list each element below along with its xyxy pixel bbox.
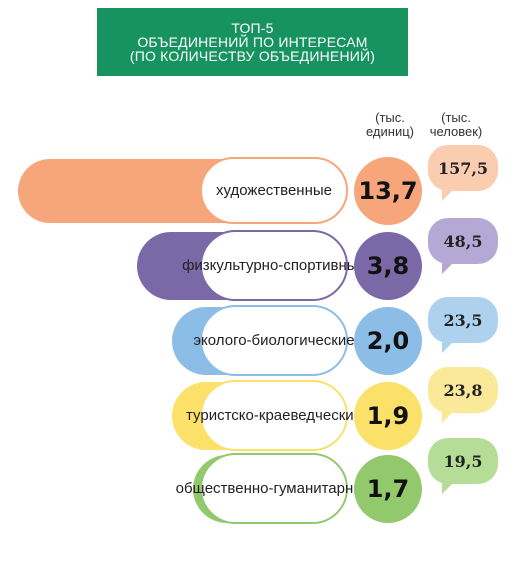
- bubble-tail-social: [442, 480, 456, 494]
- unit-label-associations: (тыс. единиц): [345, 111, 435, 139]
- unit-label-people: (тыс. человек): [411, 111, 501, 139]
- bubble-tail-tour: [442, 409, 456, 423]
- value-circle-sport: 3,8: [354, 232, 422, 300]
- category-text-tour-1: туристско-: [186, 407, 259, 424]
- people-bubble-tour: 23,8: [428, 367, 498, 413]
- category-text-tour-2: краеведческие: [258, 407, 362, 424]
- category-label-social: общественно-гуманитарные: [176, 453, 372, 524]
- unit-people-line-1: (тыс.: [441, 110, 471, 125]
- people-bubble-sport: 48,5: [428, 218, 498, 264]
- people-bubble-eco: 23,5: [428, 297, 498, 343]
- people-bubble-social: 19,5: [428, 438, 498, 484]
- chart-title-box: ТОП-5 ОБЪЕДИНЕНИЙ ПО ИНТЕРЕСАМ (ПО КОЛИЧ…: [97, 8, 408, 76]
- category-label-tour: туристско-краеведческие: [186, 380, 362, 451]
- bubble-tail-eco: [442, 339, 456, 353]
- bubble-tail-art: [442, 187, 456, 201]
- title-line-1: ТОП-5: [231, 20, 274, 36]
- category-label-art: художественные: [200, 157, 348, 224]
- unit-associations-line-1: (тыс.: [375, 110, 405, 125]
- category-label-sport: физкультурно-спортивные: [182, 230, 366, 301]
- value-circle-art: 13,7: [354, 157, 422, 225]
- people-bubble-art: 157,5: [428, 145, 498, 191]
- value-circle-eco: 2,0: [354, 307, 422, 375]
- category-text-eco-2: биологические: [251, 332, 355, 349]
- category-label-eco: эколого-биологические: [193, 305, 355, 376]
- category-text-sport-2: спортивные: [283, 257, 366, 274]
- title-line-2: ОБЪЕДИНЕНИЙ ПО ИНТЕРЕСАМ: [137, 34, 368, 50]
- title-line-3: (ПО КОЛИЧЕСТВУ ОБЪЕДИНЕНИЙ): [129, 48, 376, 64]
- value-circle-social: 1,7: [354, 455, 422, 523]
- category-text-art-1: художественные: [215, 182, 332, 199]
- category-text-social-2: гуманитарные: [273, 480, 373, 497]
- unit-people-line-2: человек): [429, 124, 483, 139]
- value-circle-tour: 1,9: [354, 382, 422, 450]
- category-text-social-1: общественно-: [175, 480, 274, 497]
- unit-associations-line-2: единиц): [365, 124, 414, 139]
- category-text-sport-1: физкультурно-: [182, 257, 284, 274]
- category-text-eco-1: эколого-: [193, 332, 252, 349]
- bubble-tail-sport: [442, 260, 456, 274]
